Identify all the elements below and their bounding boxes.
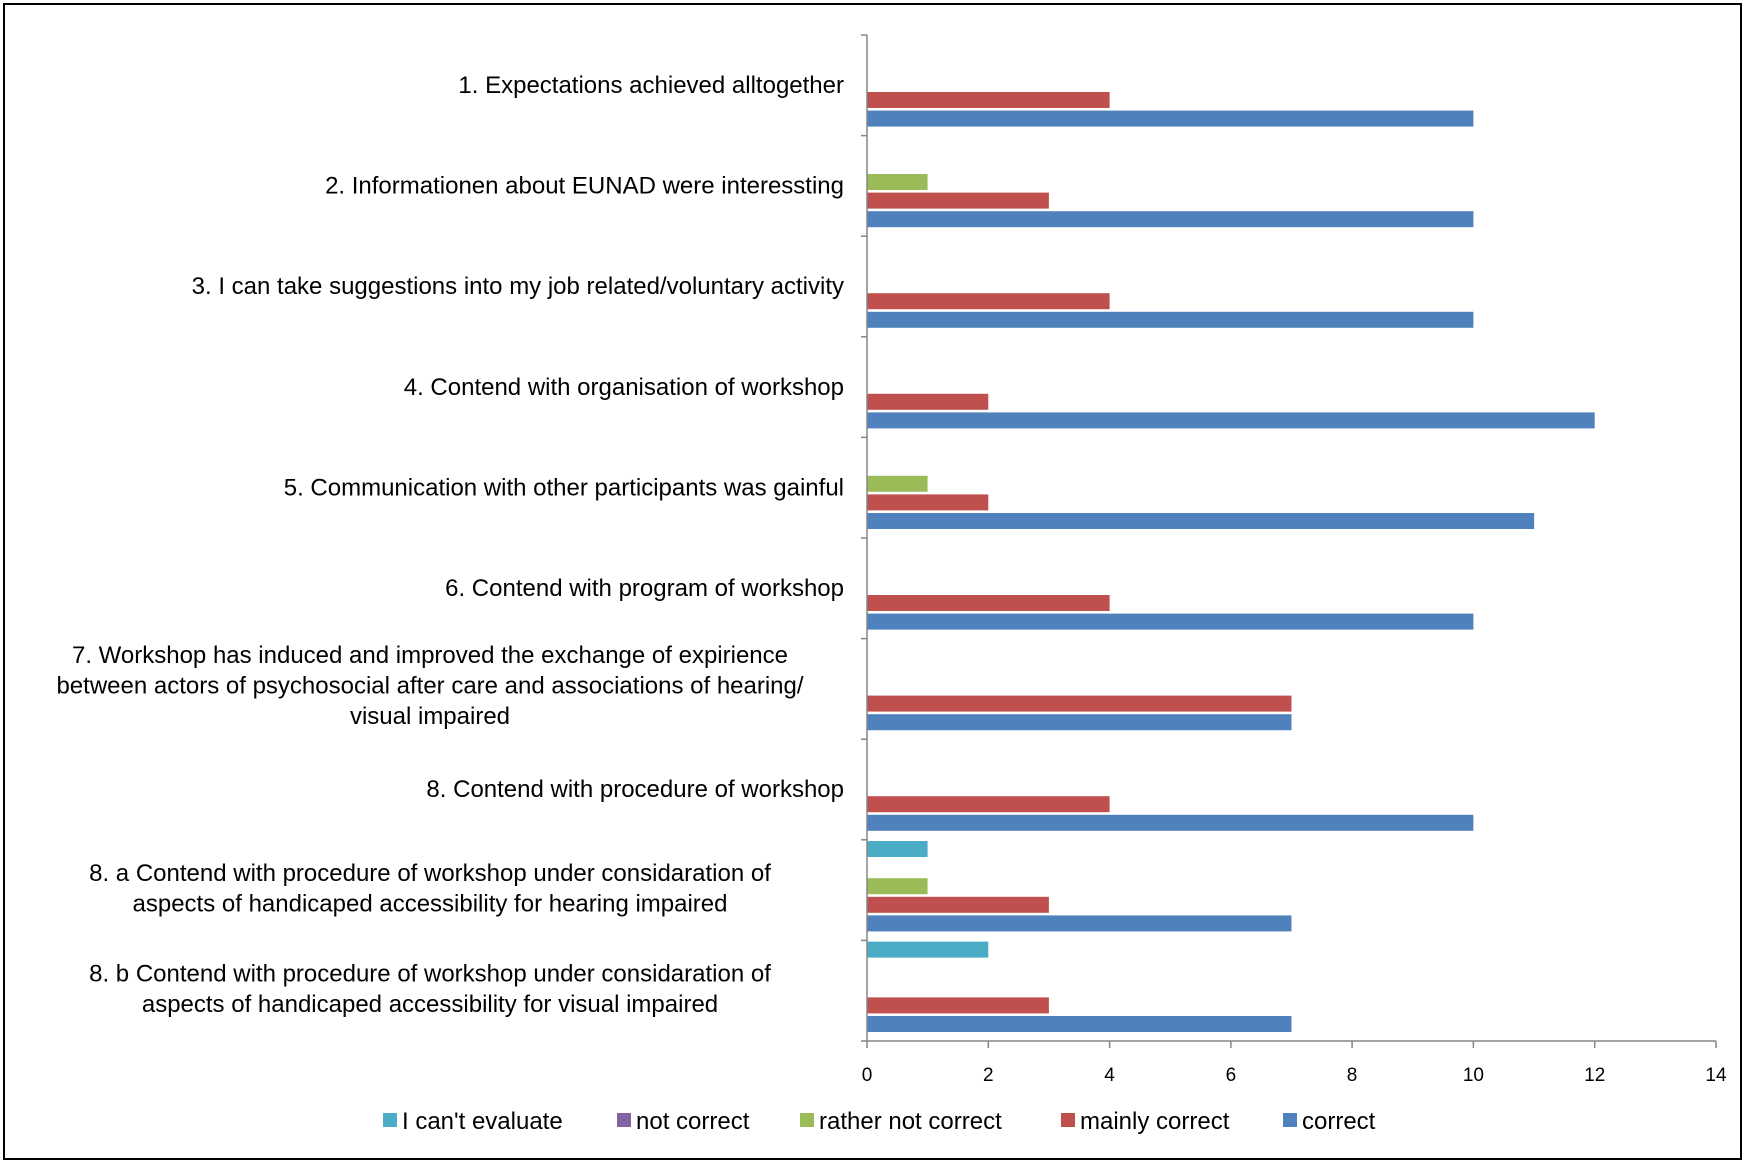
bar-mainly-correct xyxy=(867,595,1110,611)
bar-mainly-correct xyxy=(867,796,1110,813)
x-tick-label: 2 xyxy=(983,1065,994,1086)
bar-rather-not-correct xyxy=(867,878,928,895)
category-label: 8. Contend with procedure of workshop xyxy=(426,776,844,803)
bar-correct xyxy=(867,211,1474,228)
bar-mainly-correct xyxy=(867,896,1049,913)
bar-mainly-correct xyxy=(867,192,1049,209)
legend-swatch xyxy=(383,1113,397,1127)
legend-swatch xyxy=(800,1113,814,1127)
x-tick-label: 14 xyxy=(1705,1065,1727,1086)
category-label: 1. Expectations achieved alltogether xyxy=(458,72,844,99)
category-label: 5. Communication with other participants… xyxy=(284,474,844,501)
category-label: 6. Contend with program of workshop xyxy=(445,575,844,602)
legend-label: mainly correct xyxy=(1080,1108,1230,1135)
legend-label: correct xyxy=(1302,1108,1376,1135)
category-label: 3. I can take suggestions into my job re… xyxy=(192,273,844,300)
category-label-line: 2. Informationen about EUNAD were intere… xyxy=(325,173,844,200)
legend-swatch xyxy=(617,1113,631,1127)
x-tick-label: 4 xyxy=(1104,1065,1115,1086)
legend-label: rather not correct xyxy=(819,1108,1002,1135)
legend-label: not correct xyxy=(636,1108,750,1135)
category-label-line: 4. Contend with organisation of workshop xyxy=(404,374,844,401)
bar-i-can-t-evaluate xyxy=(867,841,928,857)
category-labels: 1. Expectations achieved alltogether 2. I… xyxy=(56,72,844,1018)
bar-mainly-correct xyxy=(867,393,989,410)
category-label-line: aspects of handicaped accessibility for … xyxy=(142,991,718,1018)
category-label-line: 3. I can take suggestions into my job re… xyxy=(192,273,844,300)
x-tick-label: 8 xyxy=(1347,1065,1358,1086)
category-label-line: visual impaired xyxy=(350,703,510,730)
bar-correct xyxy=(867,1016,1292,1032)
bar-mainly-correct xyxy=(867,997,1049,1014)
category-label-line: aspects of handicaped accessibility for … xyxy=(133,891,728,918)
legend-swatch xyxy=(1061,1113,1075,1127)
bar-rather-not-correct xyxy=(867,475,928,492)
bar-mainly-correct xyxy=(867,293,1110,310)
category-label-line: 8. b Contend with procedure of workshop … xyxy=(89,961,771,988)
bar-mainly-correct xyxy=(867,695,1292,712)
category-label: 7. Workshop has induced and improved the… xyxy=(56,642,803,730)
legend-swatch xyxy=(1283,1113,1297,1127)
bar-correct xyxy=(867,311,1474,328)
x-tick-label: 0 xyxy=(862,1065,873,1086)
x-tick-label: 12 xyxy=(1584,1065,1605,1086)
category-label-line: 6. Contend with program of workshop xyxy=(445,575,844,602)
category-label-line: 8. a Contend with procedure of workshop … xyxy=(89,860,771,887)
bar-correct xyxy=(867,513,1535,529)
category-label-line: 8. Contend with procedure of workshop xyxy=(426,776,844,803)
bar-correct xyxy=(867,915,1292,932)
category-label-line: between actors of psychosocial after car… xyxy=(56,673,803,700)
bar-mainly-correct xyxy=(867,92,1110,108)
bar-mainly-correct xyxy=(867,494,989,511)
bar-correct xyxy=(867,412,1595,429)
legend-label: I can't evaluate xyxy=(402,1108,563,1135)
legend: I can't evaluate not correct rather not co… xyxy=(383,1108,1376,1135)
category-label: 2. Informationen about EUNAD were intere… xyxy=(325,173,844,200)
category-label-line: 5. Communication with other participants… xyxy=(284,474,844,501)
category-label: 8. a Contend with procedure of workshop … xyxy=(89,860,771,918)
bar-correct xyxy=(867,110,1474,127)
bar-correct xyxy=(867,613,1474,630)
bar-correct xyxy=(867,814,1474,831)
bar-correct xyxy=(867,714,1292,731)
category-label-line: 1. Expectations achieved alltogether xyxy=(458,72,844,99)
bar-rather-not-correct xyxy=(867,174,928,190)
x-tick-label: 6 xyxy=(1226,1065,1237,1086)
bar-i-can-t-evaluate xyxy=(867,941,989,958)
x-tick-label: 10 xyxy=(1463,1065,1484,1086)
axes: 0 2 4 6 8 10 12 14 xyxy=(861,34,1727,1086)
category-label-line: 7. Workshop has induced and improved the… xyxy=(72,642,788,669)
category-label: 8. b Contend with procedure of workshop … xyxy=(89,961,771,1019)
category-label: 4. Contend with organisation of workshop xyxy=(404,374,844,401)
bars xyxy=(867,92,1595,1032)
